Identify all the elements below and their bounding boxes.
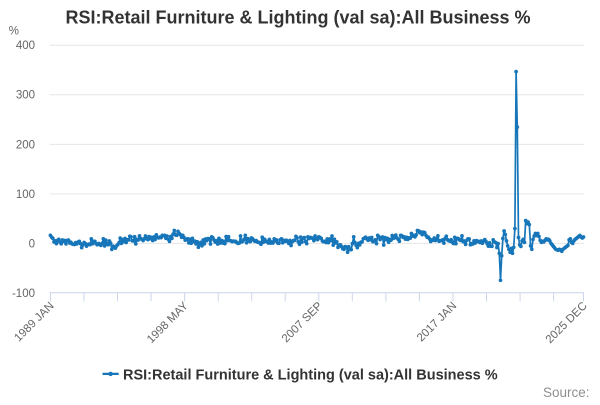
svg-text:Source:: Source: bbox=[543, 385, 590, 400]
svg-text:400: 400 bbox=[16, 40, 35, 52]
svg-text:0: 0 bbox=[29, 238, 35, 250]
svg-text:RSI:Retail Furniture & Lightin: RSI:Retail Furniture & Lighting (val sa)… bbox=[123, 367, 498, 383]
svg-text:300: 300 bbox=[16, 90, 35, 102]
svg-text:-100: -100 bbox=[12, 288, 35, 300]
svg-text:200: 200 bbox=[16, 139, 35, 151]
svg-text:RSI:Retail Furniture & Lightin: RSI:Retail Furniture & Lighting (val sa)… bbox=[65, 7, 530, 27]
svg-text:100: 100 bbox=[16, 189, 35, 201]
svg-text:%: % bbox=[9, 26, 19, 38]
